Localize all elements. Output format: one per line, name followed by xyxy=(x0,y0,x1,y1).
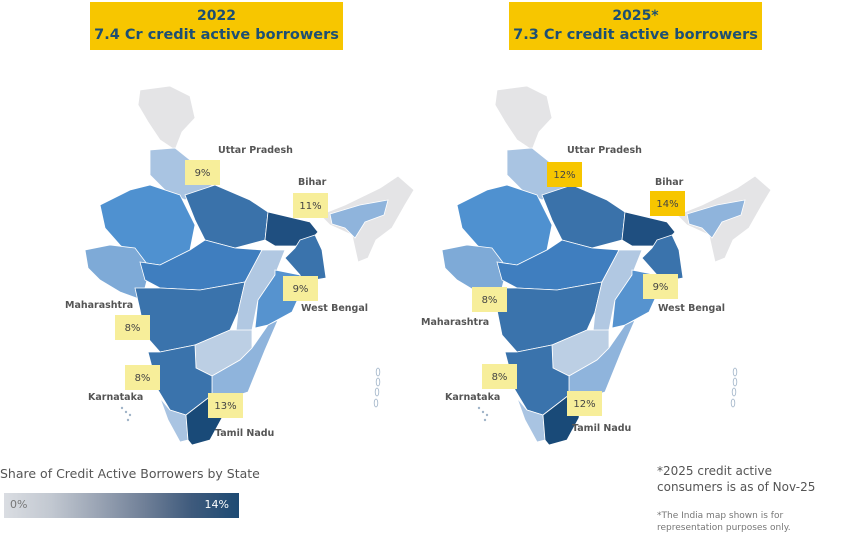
state-name-karnataka: Karnataka xyxy=(88,392,143,403)
state-region-jk xyxy=(494,85,553,151)
share-value-maharashtra: 8% xyxy=(125,323,141,334)
lakshadweep-islands xyxy=(128,413,132,417)
share-value-west-bengal: 9% xyxy=(653,282,669,293)
state-name-maharashtra: Maharashtra xyxy=(65,300,133,311)
header-2025: 2025* 7.3 Cr credit active borrowers xyxy=(509,2,762,50)
state-name-karnataka: Karnataka xyxy=(445,392,500,403)
andaman-islands xyxy=(375,367,381,377)
date-note: *2025 credit active consumers is as of N… xyxy=(657,464,816,494)
india-map-2022: Uttar Pradesh 9% Bihar 11% West Bengal 9% Maha… xyxy=(65,85,415,446)
state-name-tamil-nadu: Tamil Nadu xyxy=(572,423,631,434)
share-box-tamil-nadu xyxy=(567,391,602,416)
year-2022: 2022 xyxy=(197,8,236,24)
andaman-islands xyxy=(732,367,738,377)
state-region-up xyxy=(184,184,269,249)
lakshadweep-islands xyxy=(126,418,130,422)
share-box-maharashtra xyxy=(472,287,507,312)
lakshadweep-islands xyxy=(477,406,481,410)
legend-max: 14% xyxy=(204,498,229,511)
state-region-assam xyxy=(329,199,389,239)
borrowers-2025: 7.3 Cr credit active borrowers xyxy=(513,27,758,43)
share-value-uttar-pradesh: 9% xyxy=(195,168,211,179)
share-value-bihar: 11% xyxy=(299,201,321,212)
share-box-bihar xyxy=(293,193,328,218)
share-value-maharashtra: 8% xyxy=(482,295,498,306)
andaman-islands xyxy=(730,398,736,408)
share-box-west-bengal xyxy=(283,276,318,301)
lakshadweep-islands xyxy=(483,418,487,422)
state-name-uttar-pradesh: Uttar Pradesh xyxy=(218,145,293,156)
lakshadweep-islands xyxy=(485,413,489,417)
share-box-maharashtra xyxy=(115,315,150,340)
borrowers-2022: 7.4 Cr credit active borrowers xyxy=(94,27,339,43)
state-name-bihar: Bihar xyxy=(655,177,684,188)
andaman-islands xyxy=(375,377,381,387)
state-name-uttar-pradesh: Uttar Pradesh xyxy=(567,145,642,156)
share-value-west-bengal: 9% xyxy=(293,284,309,295)
lakshadweep-islands xyxy=(120,406,124,410)
lakshadweep-islands xyxy=(124,410,128,414)
state-region-up xyxy=(541,184,626,249)
state-region-assam xyxy=(686,199,746,239)
state-name-west-bengal: West Bengal xyxy=(658,303,725,314)
share-value-tamil-nadu: 12% xyxy=(573,399,595,410)
legend-min: 0% xyxy=(10,498,28,511)
state-name-maharashtra: Maharashtra xyxy=(421,317,489,328)
state-region-kar xyxy=(504,344,570,416)
lakshadweep-islands xyxy=(481,410,485,414)
legend-gradient: 0% 14% xyxy=(4,493,239,518)
share-box-karnataka xyxy=(125,365,160,390)
disclaimer-note: *The India map shown is for representati… xyxy=(657,511,791,533)
state-name-tamil-nadu: Tamil Nadu xyxy=(215,428,274,439)
share-box-west-bengal xyxy=(643,274,678,299)
state-region-kar xyxy=(147,344,213,416)
share-value-tamil-nadu: 13% xyxy=(214,401,236,412)
andaman-islands xyxy=(732,377,738,387)
state-name-bihar: Bihar xyxy=(298,177,327,188)
share-box-uttar-pradesh xyxy=(547,162,582,187)
share-value-uttar-pradesh: 12% xyxy=(553,170,575,181)
share-value-karnataka: 8% xyxy=(492,372,508,383)
share-value-bihar: 14% xyxy=(656,199,678,210)
year-2025: 2025* xyxy=(612,8,659,24)
header-2022: 2022 7.4 Cr credit active borrowers xyxy=(90,2,343,50)
share-box-uttar-pradesh xyxy=(185,160,220,185)
legend-title: Share of Credit Active Borrowers by Stat… xyxy=(0,466,260,481)
state-region-jk xyxy=(137,85,196,151)
share-value-karnataka: 8% xyxy=(135,373,151,384)
andaman-islands xyxy=(731,387,737,397)
andaman-islands xyxy=(373,398,379,408)
share-box-karnataka xyxy=(482,364,517,389)
share-box-bihar xyxy=(650,191,685,216)
andaman-islands xyxy=(374,387,380,397)
state-name-west-bengal: West Bengal xyxy=(301,303,368,314)
india-map-2025: Uttar Pradesh 12% Bihar 14% West Bengal 9% Mah… xyxy=(421,85,772,446)
share-box-tamil-nadu xyxy=(208,393,243,418)
